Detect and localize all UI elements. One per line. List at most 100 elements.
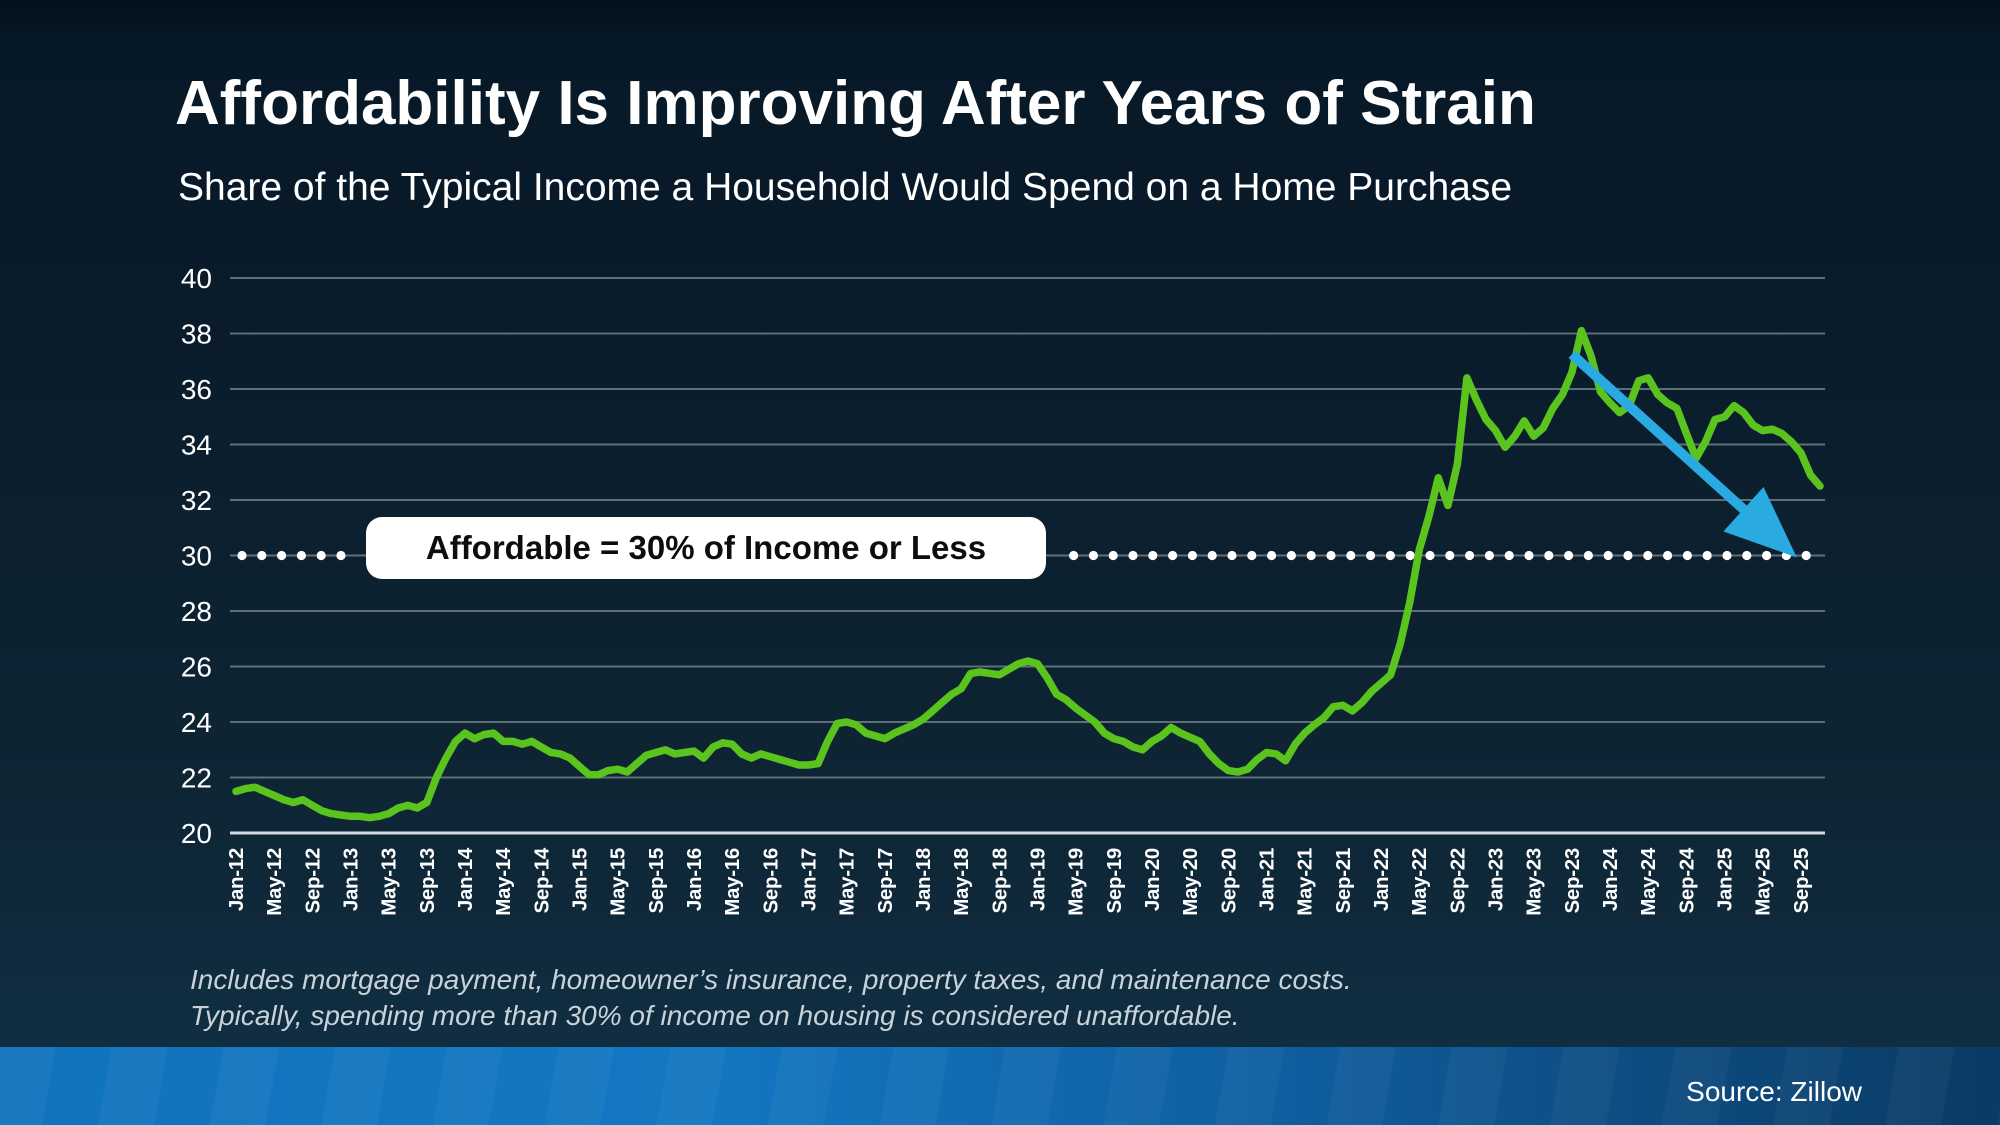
x-tick-May-23: May-23 [1523,848,1546,916]
threshold-dot [1306,550,1316,561]
threshold-dot [1663,550,1673,561]
y-tick-22: 22 [181,763,212,794]
threshold-dot [1702,550,1712,561]
x-tick-Sep-21: Sep-21 [1332,848,1355,913]
threshold-dot [1742,550,1752,561]
x-tick-Sep-19: Sep-19 [1103,848,1126,913]
y-tick-28: 28 [181,596,212,627]
threshold-dot [1484,550,1494,561]
y-tick-30: 30 [181,541,212,572]
x-tick-May-12: May-12 [263,848,286,916]
y-tick-34: 34 [181,430,212,461]
x-tick-May-15: May-15 [607,848,630,916]
x-tick-Jan-17: Jan-17 [798,848,821,911]
threshold-dot [1504,550,1514,561]
threshold-dot [1247,550,1257,561]
x-tick-Sep-15: Sep-15 [645,848,668,913]
threshold-dot [1781,550,1791,561]
x-tick-Sep-18: Sep-18 [988,848,1011,913]
threshold-dot [1385,550,1395,561]
threshold-dot [1425,550,1435,561]
x-tick-May-24: May-24 [1637,847,1660,916]
threshold-dot [1603,550,1613,561]
threshold-dot [1286,550,1296,561]
x-tick-Sep-14: Sep-14 [530,847,553,913]
y-tick-26: 26 [181,652,212,683]
x-tick-Jan-20: Jan-20 [1141,848,1164,911]
y-tick-40: 40 [181,263,212,294]
y-tick-32: 32 [181,485,212,516]
x-tick-Jan-19: Jan-19 [1027,848,1050,911]
chart-footnotes: Includes mortgage payment, homeowner’s i… [190,962,1352,1034]
x-tick-Jan-13: Jan-13 [340,848,363,911]
threshold-dot [1227,550,1237,561]
threshold-dot [1128,550,1138,561]
x-tick-Jan-14: Jan-14 [454,847,477,911]
threshold-dot [1366,550,1376,561]
x-tick-May-17: May-17 [836,848,859,916]
threshold-dot [1405,550,1415,561]
x-tick-Jan-23: Jan-23 [1485,848,1508,911]
x-tick-May-16: May-16 [721,848,744,916]
threshold-label: Affordable = 30% of Income or Less [366,517,1046,579]
threshold-dot [1762,550,1772,561]
threshold-dot [1623,550,1633,561]
threshold-dot [1148,550,1158,561]
threshold-dot [336,550,346,561]
x-tick-Sep-13: Sep-13 [416,848,439,913]
x-tick-Jan-22: Jan-22 [1370,848,1393,911]
threshold-dot [1267,550,1277,561]
x-tick-May-18: May-18 [950,848,973,916]
x-tick-Jan-15: Jan-15 [569,848,592,911]
threshold-dot [1168,550,1178,561]
page-subtitle: Share of the Typical Income a Household … [178,166,1513,209]
y-tick-38: 38 [181,319,212,350]
x-tick-Jan-16: Jan-16 [683,848,706,911]
affordability-series-line [232,326,1824,822]
threshold-dot [296,550,306,561]
y-tick-20: 20 [181,818,212,849]
footnote-line-2: Typically, spending more than 30% of inc… [190,1000,1240,1031]
bottom-accent-bar [0,1047,2000,1125]
x-tick-Jan-12: Jan-12 [225,848,248,911]
threshold-dot [1722,550,1732,561]
downward-trend-arrow [1568,350,1797,558]
threshold-dot [1682,550,1692,561]
x-tick-Jan-24: Jan-24 [1599,847,1622,911]
affordability-line-chart: 40 38 36 34 32 30 28 26 24 22 20 Jan-12 May-12 Sep-12… [181,263,1825,916]
threshold-dot [1207,550,1217,561]
source-credit: Source: Zillow [1686,1076,1862,1107]
threshold-dot [277,550,287,561]
x-tick-Jan-18: Jan-18 [912,848,935,911]
x-tick-May-19: May-19 [1065,848,1088,916]
threshold-dot [1465,550,1475,561]
threshold-dot [1108,550,1118,561]
threshold-dot [1643,550,1653,561]
threshold-dot [316,550,326,561]
page-title: Affordability Is Improving After Years o… [175,69,1536,138]
threshold-dot [1801,550,1811,561]
y-tick-36: 36 [181,374,212,405]
threshold-dot [237,550,247,561]
x-tick-May-22: May-22 [1408,848,1431,916]
x-tick-May-14: May-14 [492,847,515,916]
threshold-dot [1069,550,1079,561]
x-tick-May-20: May-20 [1179,848,1202,916]
x-tick-Sep-24: Sep-24 [1675,847,1698,913]
threshold-dot [1326,550,1336,561]
threshold-dot [1524,550,1534,561]
y-tick-24: 24 [181,707,212,738]
threshold-dot [1564,550,1574,561]
x-tick-Jan-21: Jan-21 [1256,848,1279,911]
threshold-dot [1187,550,1197,561]
threshold-dot [1544,550,1554,561]
x-tick-Sep-25: Sep-25 [1790,848,1813,913]
x-tick-Sep-12: Sep-12 [301,848,324,913]
x-tick-Sep-22: Sep-22 [1446,848,1469,913]
threshold-dot [1445,550,1455,561]
footnote-line-1: Includes mortgage payment, homeowner’s i… [190,964,1352,995]
threshold-dot [1583,550,1593,561]
x-tick-Sep-17: Sep-17 [874,848,897,913]
threshold-dot [1088,550,1098,561]
